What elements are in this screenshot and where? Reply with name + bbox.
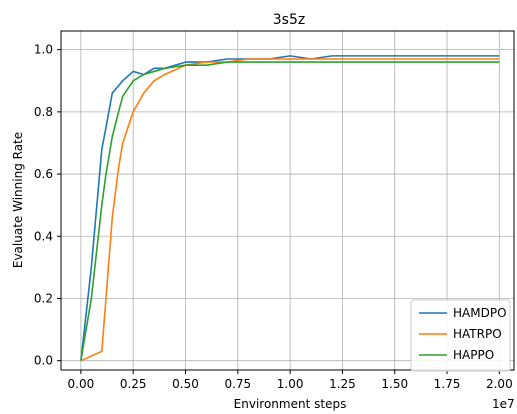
y-axis-ticks: 0.0 0.2 0.4 0.6 0.8 1.0 — [34, 43, 61, 368]
series-line-happo — [80, 61, 500, 361]
x-tick-label: 0.50 — [172, 377, 199, 391]
y-tick-label: 0.6 — [34, 167, 53, 181]
x-tick-label: 1.50 — [381, 377, 408, 391]
legend: HAMDPO HATRPO HAPPO — [410, 299, 511, 372]
series-line-hamdpo — [80, 55, 500, 361]
x-tick-label: 1.25 — [329, 377, 356, 391]
x-axis-ticks: 0.00 0.25 0.50 0.75 1.00 1.25 1.50 1.75 2.00 — [68, 370, 513, 391]
x-tick-label: 1.00 — [277, 377, 304, 391]
y-tick-label: 0.0 — [34, 354, 53, 368]
legend-label-hatrpo: HATRPO — [453, 327, 502, 341]
series-lines — [80, 55, 500, 362]
y-tick-label: 0.8 — [34, 105, 53, 119]
x-axis-label: Environment steps — [234, 397, 347, 411]
legend-box — [410, 299, 511, 372]
series-line-hatrpo — [80, 58, 500, 362]
legend-label-hamdpo: HAMDPO — [453, 306, 507, 320]
x-tick-label: 0.25 — [120, 377, 147, 391]
y-tick-label: 1.0 — [34, 43, 53, 57]
x-tick-label: 1.75 — [434, 377, 461, 391]
x-axis-exponent: 1e7 — [492, 397, 515, 411]
y-tick-label: 0.2 — [34, 291, 53, 305]
chart-title: 3s5z — [273, 12, 305, 28]
legend-label-happo: HAPPO — [453, 348, 494, 362]
plot-frame — [60, 30, 515, 371]
x-tick-label: 2.00 — [486, 377, 513, 391]
x-tick-label: 0.00 — [68, 377, 95, 391]
x-tick-label: 0.75 — [224, 377, 251, 391]
y-axis-label: Evaluate Winning Rate — [11, 132, 25, 268]
y-tick-label: 0.4 — [34, 229, 53, 243]
